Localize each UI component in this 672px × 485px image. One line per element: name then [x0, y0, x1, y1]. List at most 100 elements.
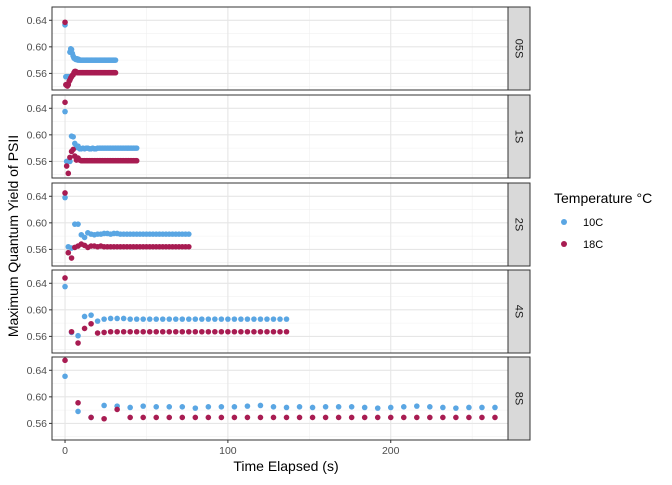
- data-point: [257, 402, 264, 409]
- y-tick-label: 0.56: [27, 244, 48, 256]
- facet-panel-8S: 0.56 0.60 0.64 8S: [27, 356, 531, 441]
- data-point: [133, 316, 140, 322]
- data-point: [283, 404, 290, 411]
- data-point: [62, 108, 68, 115]
- x-axis-title: Time Elapsed (s): [233, 458, 338, 474]
- data-point: [212, 328, 218, 335]
- data-point: [361, 404, 368, 411]
- data-point: [231, 316, 238, 322]
- panel-background: [52, 95, 508, 178]
- data-point: [466, 414, 472, 421]
- facet-panels: 0.56 0.60 0.64 05S 0.56 0.60 0.64 1S 0.56 0.60 0.6…: [27, 6, 531, 441]
- data-point: [218, 404, 225, 410]
- data-point: [120, 328, 127, 335]
- data-point: [140, 316, 146, 322]
- data-point: [270, 316, 277, 322]
- data-point: [322, 404, 329, 410]
- data-point: [277, 328, 283, 335]
- data-point: [81, 234, 88, 241]
- data-point: [205, 316, 212, 322]
- data-point: [146, 316, 153, 322]
- legend-entry-18C: 18C: [561, 239, 603, 251]
- data-point: [63, 163, 70, 169]
- data-point: [199, 316, 205, 322]
- data-point: [205, 328, 212, 335]
- data-point: [257, 414, 264, 421]
- data-point: [192, 328, 199, 335]
- data-point: [205, 414, 212, 421]
- data-point: [244, 316, 251, 322]
- data-point: [81, 313, 88, 320]
- series-18C-8S: [62, 357, 498, 422]
- facet-strip-label: 2S: [513, 218, 525, 231]
- data-point: [140, 403, 146, 409]
- data-point: [283, 316, 290, 322]
- x-axis: 0 100 200: [62, 440, 400, 457]
- y-tick-label: 0.56: [27, 68, 48, 80]
- data-point: [75, 221, 81, 227]
- data-point: [101, 316, 107, 322]
- y-tick-label: 0.64: [27, 278, 48, 290]
- data-point: [225, 316, 231, 322]
- data-point: [62, 194, 68, 201]
- data-point: [374, 414, 381, 421]
- y-tick-label: 0.56: [27, 156, 48, 168]
- series-10C-4S: [62, 283, 290, 339]
- data-point: [264, 316, 270, 322]
- data-point: [166, 328, 173, 335]
- data-point: [400, 414, 407, 421]
- data-point: [427, 414, 433, 421]
- data-point: [172, 328, 179, 335]
- data-point: [218, 328, 225, 335]
- y-tick-label: 0.60: [27, 217, 48, 229]
- data-point: [166, 414, 173, 421]
- data-point: [309, 404, 316, 411]
- data-point: [112, 69, 119, 76]
- data-point: [264, 328, 270, 335]
- y-tick-label: 0.60: [27, 391, 48, 403]
- data-point: [101, 415, 107, 422]
- data-point: [62, 283, 68, 290]
- data-point: [244, 414, 251, 421]
- data-point: [374, 405, 381, 411]
- data-point: [387, 414, 394, 421]
- data-point: [186, 231, 192, 237]
- data-point: [251, 328, 257, 335]
- data-point: [62, 190, 68, 196]
- series-10C-05S: [62, 22, 119, 80]
- legend-key: [561, 219, 567, 225]
- data-point: [231, 414, 238, 421]
- data-point: [218, 414, 225, 421]
- y-tick-label: 0.64: [27, 191, 48, 203]
- legend: Temperature °C 10C 18C: [554, 190, 652, 251]
- data-point: [127, 404, 133, 411]
- data-point: [453, 414, 459, 421]
- data-point: [133, 145, 140, 151]
- data-point: [179, 414, 186, 421]
- facet-strip-label: 1S: [513, 130, 525, 143]
- data-point: [453, 405, 459, 411]
- facet-strip: [507, 356, 531, 441]
- data-point: [114, 406, 120, 413]
- data-point: [127, 328, 133, 335]
- data-point: [94, 330, 101, 336]
- data-point: [400, 404, 407, 410]
- data-point: [296, 414, 303, 421]
- data-point: [192, 405, 199, 411]
- y-tick-label: 0.60: [27, 304, 48, 316]
- data-point: [179, 316, 186, 322]
- x-tick-label: 100: [219, 445, 237, 457]
- data-point: [277, 316, 283, 322]
- data-point: [231, 328, 238, 335]
- data-point: [179, 328, 186, 335]
- data-point: [225, 328, 231, 335]
- y-tick-label: 0.64: [27, 15, 48, 27]
- data-point: [75, 332, 81, 339]
- legend-label: 10C: [583, 217, 603, 229]
- data-point: [133, 328, 140, 335]
- data-point: [75, 340, 81, 346]
- legend-key: [561, 241, 567, 247]
- data-point: [479, 414, 485, 421]
- data-point: [62, 357, 68, 364]
- data-point: [114, 328, 120, 335]
